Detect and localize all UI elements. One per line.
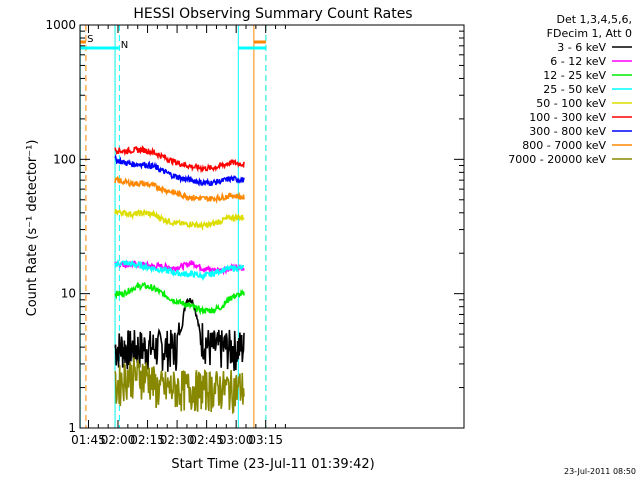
y-tick-label: 1000 [45, 18, 76, 32]
interval-label-n: N [121, 40, 128, 51]
legend: Det 1,3,4,5,6, FDecim 1, Att 0 3 - 6 keV… [508, 13, 632, 166]
series-line-4 [114, 208, 245, 232]
x-tick-label: 02:15 [130, 433, 165, 447]
y-tick-label: 1 [68, 421, 76, 435]
legend-entry-label: 25 - 50 keV [543, 83, 606, 96]
chart-title: HESSI Observing Summary Count Rates [133, 6, 412, 22]
legend-entry-label: 100 - 300 keV [529, 111, 606, 124]
x-tick-label: 02:00 [101, 433, 136, 447]
interval-label-s: S [87, 34, 93, 45]
legend-entry-label: 12 - 25 keV [543, 69, 606, 82]
legend-entry-label: 7000 - 20000 keV [508, 153, 606, 166]
x-tick-label: 03:00 [219, 433, 254, 447]
x-tick-label: 03:15 [248, 433, 283, 447]
series-line-7 [114, 175, 245, 205]
series-line-0 [114, 297, 245, 372]
y-axis-label: Count Rate (s⁻¹ detector⁻¹) [25, 140, 40, 317]
legend-header-line-2: FDecim 1, Att 0 [547, 27, 632, 40]
x-axis-label: Start Time (23-Jul-11 01:39:42) [171, 457, 374, 472]
legend-header-line-1: Det 1,3,4,5,6, [556, 13, 632, 26]
plot-area: SN [79, 25, 267, 428]
series-line-6 [114, 154, 245, 187]
y-tick-label: 100 [53, 152, 76, 166]
x-tick-label: 02:45 [189, 433, 224, 447]
legend-entry-label: 50 - 100 keV [536, 97, 606, 110]
legend-entry-label: 800 - 7000 keV [522, 139, 606, 152]
y-tick-label: 10 [61, 287, 76, 301]
x-tick-label: 02:30 [160, 433, 195, 447]
series-line-2 [114, 281, 245, 316]
series-line-3 [114, 258, 245, 282]
series-line-8 [114, 357, 245, 415]
series-line-5 [114, 145, 245, 174]
axes: 1 10 100 1000 01:4502:0002:1502:3002:4503:00… [45, 18, 464, 447]
x-tick-label: 01:45 [71, 433, 106, 447]
footer-timestamp: 23-Jul-2011 08:50 [564, 467, 636, 476]
legend-entry-label: 6 - 12 keV [550, 55, 606, 68]
legend-entry-label: 300 - 800 keV [529, 125, 606, 138]
legend-entry-label: 3 - 6 keV [557, 41, 606, 54]
plot-frame [79, 24, 465, 429]
